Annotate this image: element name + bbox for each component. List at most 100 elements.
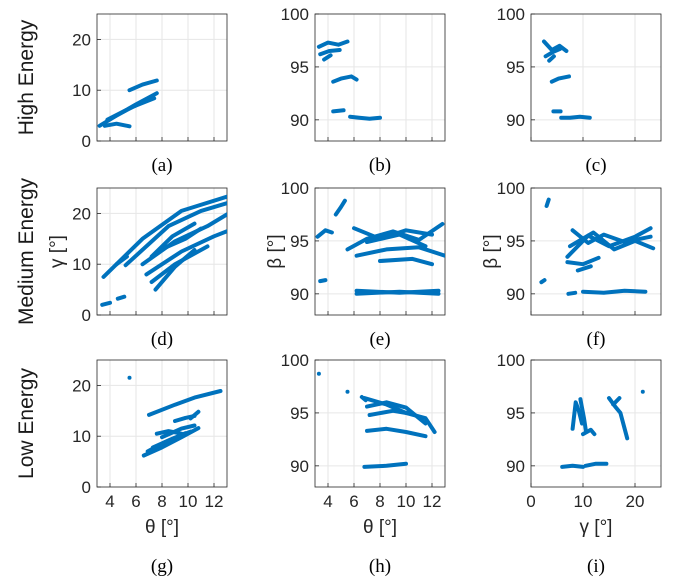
data-series — [542, 39, 592, 120]
data-trace — [331, 74, 359, 84]
data-trace — [542, 39, 569, 53]
data-trace — [149, 221, 197, 259]
panel-d: 0 10 20γ [°] (d) — [47, 187, 228, 350]
axes-box — [530, 187, 662, 316]
data-trace — [611, 396, 622, 407]
y-tick-label: 95 — [290, 58, 309, 77]
data-trace — [150, 429, 193, 450]
data-trace — [607, 396, 630, 441]
data-trace — [348, 114, 382, 121]
x-tick-label: 12 — [423, 492, 442, 511]
y-tick-label: 90 — [290, 285, 309, 304]
x-tick-label: 6 — [131, 492, 140, 511]
data-trace — [354, 245, 445, 258]
data-trace — [549, 74, 571, 84]
data-trace — [565, 255, 601, 267]
panel-g: 0 10 20 4 6 8 10 12 θ [°] (g) — [72, 359, 228, 577]
y-axis-label: β [°] — [265, 234, 286, 268]
data-trace — [559, 114, 592, 120]
y-axis-label: β [°] — [481, 234, 502, 268]
y-tick-label: 10 — [72, 81, 91, 100]
x-axis-label: θ [°] — [363, 517, 397, 538]
row-labels: High Energy Medium Energy Low Energy — [15, 19, 38, 479]
x-tick-label: 8 — [157, 492, 166, 511]
data-point — [127, 375, 132, 380]
data-trace — [127, 78, 159, 93]
x-axis-label: γ [°] — [580, 517, 613, 538]
y-tick-label: 95 — [506, 232, 525, 251]
y-tick-label: 90 — [290, 111, 309, 130]
data-trace — [581, 288, 648, 295]
data-trace — [575, 264, 593, 273]
data-trace — [315, 228, 334, 239]
y-tick-label: 10 — [72, 255, 91, 274]
data-trace — [354, 288, 441, 295]
x-tick-label: 20 — [626, 492, 645, 511]
data-trace — [570, 400, 584, 431]
data-trace — [578, 397, 589, 434]
data-trace — [362, 461, 408, 469]
data-trace — [110, 96, 157, 120]
data-series — [560, 389, 645, 469]
data-trace — [547, 54, 556, 63]
panel-caption: (c) — [585, 155, 606, 176]
panel-a: 0 10 20 (a) — [72, 13, 228, 176]
panel-b: 90 95 100 (b) — [281, 5, 446, 176]
y-tick-label: 0 — [82, 478, 91, 497]
y-tick-label: 100 — [497, 179, 525, 198]
data-point — [640, 389, 645, 394]
data-trace — [581, 427, 597, 437]
data-series — [315, 198, 445, 296]
x-tick-label: 4 — [323, 492, 332, 511]
panel-caption: (g) — [151, 556, 173, 577]
y-axis-label: γ [°] — [47, 235, 68, 268]
panel-caption: (f) — [587, 329, 606, 350]
data-trace — [543, 46, 563, 59]
y-tick-label: 20 — [72, 376, 91, 395]
data-trace — [115, 294, 127, 301]
data-trace — [102, 121, 132, 129]
data-trace — [160, 423, 197, 440]
data-point — [316, 371, 321, 376]
y-tick-label: 0 — [82, 306, 91, 325]
row-label: Medium Energy — [15, 177, 38, 325]
x-tick-label: 10 — [179, 492, 198, 511]
y-tick-label: 90 — [506, 457, 525, 476]
x-tick-label: 8 — [375, 492, 384, 511]
panel-caption: (i) — [587, 556, 605, 577]
x-tick-label: 0 — [526, 492, 535, 511]
data-trace — [367, 408, 415, 417]
panel-caption: (b) — [369, 155, 391, 176]
panel-caption: (h) — [369, 556, 391, 577]
row-label: High Energy — [15, 19, 38, 135]
data-point — [345, 389, 350, 394]
data-trace — [365, 426, 428, 439]
x-tick-label: 4 — [105, 492, 114, 511]
data-trace — [560, 463, 585, 469]
y-tick-label: 95 — [290, 404, 309, 423]
data-trace — [365, 400, 428, 426]
data-trace — [322, 53, 333, 62]
y-tick-label: 20 — [72, 204, 91, 223]
y-tick-label: 10 — [72, 427, 91, 446]
data-trace — [100, 300, 112, 307]
data-trace — [318, 278, 328, 284]
data-trace — [147, 389, 223, 417]
panel-f: 90 95 100 β [°] (f) — [481, 179, 662, 350]
y-tick-label: 0 — [82, 132, 91, 151]
data-trace — [114, 254, 129, 267]
y-tick-label: 95 — [506, 58, 525, 77]
data-series — [127, 375, 223, 458]
data-trace — [359, 395, 368, 403]
data-series — [316, 39, 382, 121]
y-tick-label: 100 — [281, 179, 309, 198]
axes-box — [530, 13, 662, 142]
y-tick-label: 95 — [290, 232, 309, 251]
data-series — [97, 78, 159, 129]
data-trace — [568, 230, 656, 252]
data-trace — [153, 248, 197, 292]
data-trace — [365, 232, 428, 249]
panel-caption: (d) — [151, 329, 173, 350]
x-tick-label: 6 — [349, 492, 358, 511]
